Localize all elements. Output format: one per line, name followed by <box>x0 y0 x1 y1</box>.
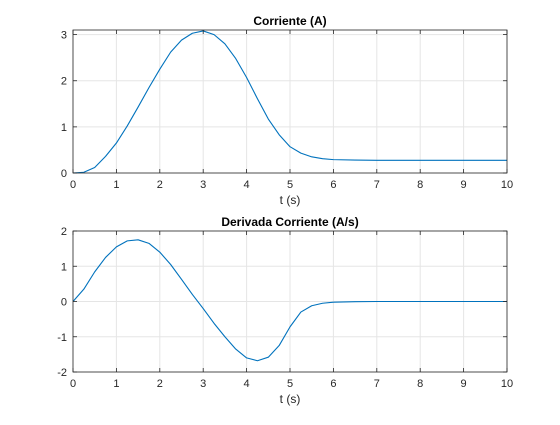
y-tick-label: 0 <box>61 168 67 180</box>
x-tick-label: 6 <box>330 179 336 191</box>
x-tick-label: 4 <box>244 378 250 390</box>
x-tick-label: 10 <box>501 378 513 390</box>
x-tick-label: 0 <box>70 378 76 390</box>
y-tick-label: 1 <box>61 261 67 273</box>
x-axis-label: t (s) <box>280 392 301 406</box>
y-tick-label: 0 <box>61 297 67 309</box>
x-tick-label: 5 <box>287 179 293 191</box>
series-line <box>72 239 507 362</box>
x-tick-label: 4 <box>244 179 250 191</box>
x-tick-label: 9 <box>461 378 467 390</box>
y-tick-label: -1 <box>57 332 67 344</box>
y-tick-label: 2 <box>61 76 67 88</box>
x-tick-label: 3 <box>200 378 206 390</box>
x-tick-label: 8 <box>417 179 423 191</box>
x-tick-label: 9 <box>461 179 467 191</box>
x-tick-label: 1 <box>113 378 119 390</box>
x-tick-label: 6 <box>330 378 336 390</box>
x-tick-label: 1 <box>113 179 119 191</box>
y-tick-label: 1 <box>61 122 67 134</box>
chart-title: Corriente (A) <box>253 14 326 28</box>
chart-title: Derivada Corriente (A/s) <box>221 215 358 229</box>
x-tick-label: 8 <box>417 378 423 390</box>
x-tick-label: 5 <box>287 378 293 390</box>
y-tick-label: -2 <box>57 367 67 379</box>
y-tick-label: 2 <box>61 226 67 238</box>
chart-0: 0 1 2 3 4 5 6 7 8 9 10 0 1 2 3 t (s) Corriente (A) <box>61 14 513 207</box>
x-tick-label: 3 <box>200 179 206 191</box>
x-tick-label: 0 <box>70 179 76 191</box>
x-tick-label: 2 <box>157 378 163 390</box>
chart-1: 0 1 2 3 4 5 6 7 8 9 10 -2 -1 0 1 2 t (s) Derivada Corrien… <box>57 215 513 406</box>
x-axis-label: t (s) <box>280 193 301 207</box>
x-tick-label: 10 <box>501 179 513 191</box>
x-tick-label: 7 <box>374 378 380 390</box>
y-tick-label: 3 <box>61 30 67 42</box>
x-tick-label: 2 <box>157 179 163 191</box>
x-tick-label: 7 <box>374 179 380 191</box>
series-line <box>72 30 507 174</box>
